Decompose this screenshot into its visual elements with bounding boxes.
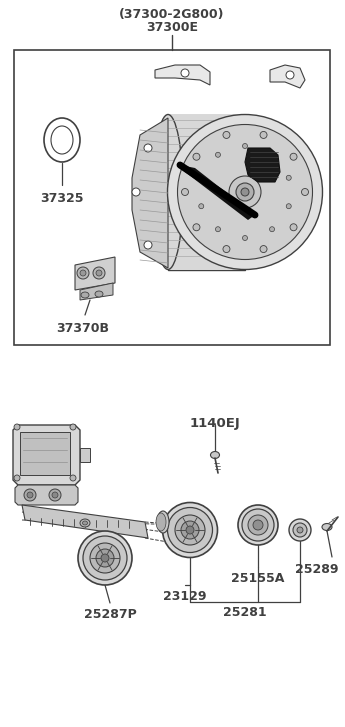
Ellipse shape xyxy=(70,424,76,430)
Polygon shape xyxy=(245,148,280,182)
Bar xyxy=(14,50,330,345)
Ellipse shape xyxy=(78,531,132,585)
Ellipse shape xyxy=(302,188,308,196)
Ellipse shape xyxy=(236,183,254,201)
Ellipse shape xyxy=(144,144,152,152)
Ellipse shape xyxy=(177,124,313,260)
Ellipse shape xyxy=(322,523,332,531)
Ellipse shape xyxy=(70,475,76,481)
Ellipse shape xyxy=(238,505,278,545)
Text: 37325: 37325 xyxy=(40,192,84,205)
Polygon shape xyxy=(80,448,90,462)
Ellipse shape xyxy=(297,527,303,533)
Polygon shape xyxy=(75,257,115,290)
Ellipse shape xyxy=(96,549,114,567)
Text: (37300-2G800): (37300-2G800) xyxy=(119,8,225,21)
Polygon shape xyxy=(20,432,70,475)
Ellipse shape xyxy=(289,519,311,541)
Ellipse shape xyxy=(253,520,263,530)
Ellipse shape xyxy=(186,526,194,534)
Text: 37300E: 37300E xyxy=(146,21,198,34)
Ellipse shape xyxy=(90,543,120,573)
Ellipse shape xyxy=(286,71,294,79)
Ellipse shape xyxy=(93,267,105,279)
Ellipse shape xyxy=(293,523,307,537)
Polygon shape xyxy=(270,65,305,88)
Ellipse shape xyxy=(286,204,291,209)
Ellipse shape xyxy=(49,489,61,501)
Ellipse shape xyxy=(290,224,297,230)
Text: 25155A: 25155A xyxy=(231,572,285,585)
Ellipse shape xyxy=(243,143,247,148)
Ellipse shape xyxy=(248,515,268,535)
Ellipse shape xyxy=(96,270,102,276)
Ellipse shape xyxy=(193,153,200,160)
Ellipse shape xyxy=(175,515,205,545)
Ellipse shape xyxy=(243,236,247,241)
Ellipse shape xyxy=(210,451,219,459)
Ellipse shape xyxy=(83,536,127,580)
Ellipse shape xyxy=(223,246,230,252)
Ellipse shape xyxy=(181,188,188,196)
Ellipse shape xyxy=(144,241,152,249)
Ellipse shape xyxy=(242,509,274,541)
Text: 37370B: 37370B xyxy=(57,322,109,335)
Polygon shape xyxy=(22,505,148,538)
Ellipse shape xyxy=(193,224,200,230)
Ellipse shape xyxy=(168,114,323,270)
Ellipse shape xyxy=(269,227,275,232)
Polygon shape xyxy=(155,65,210,85)
Ellipse shape xyxy=(80,270,86,276)
Ellipse shape xyxy=(51,126,73,154)
Polygon shape xyxy=(132,118,168,268)
Ellipse shape xyxy=(223,132,230,138)
Ellipse shape xyxy=(82,521,88,525)
Ellipse shape xyxy=(44,118,80,162)
Ellipse shape xyxy=(216,152,220,157)
Ellipse shape xyxy=(269,152,275,157)
Ellipse shape xyxy=(52,492,58,498)
Ellipse shape xyxy=(241,188,249,196)
Ellipse shape xyxy=(132,188,140,196)
Ellipse shape xyxy=(157,511,169,533)
Ellipse shape xyxy=(290,153,297,160)
Ellipse shape xyxy=(162,502,217,558)
Ellipse shape xyxy=(229,176,261,208)
Ellipse shape xyxy=(14,475,20,481)
Ellipse shape xyxy=(77,267,89,279)
Polygon shape xyxy=(168,115,245,270)
Ellipse shape xyxy=(81,292,89,298)
Ellipse shape xyxy=(216,227,220,232)
Ellipse shape xyxy=(95,291,103,297)
Text: 25281: 25281 xyxy=(223,606,267,619)
Text: 1140EJ: 1140EJ xyxy=(190,417,240,430)
Polygon shape xyxy=(15,485,78,505)
Ellipse shape xyxy=(168,507,213,553)
Text: 25287P: 25287P xyxy=(83,608,136,621)
Ellipse shape xyxy=(260,246,267,252)
Ellipse shape xyxy=(27,492,33,498)
Polygon shape xyxy=(80,283,113,300)
Ellipse shape xyxy=(181,69,189,77)
Polygon shape xyxy=(180,165,255,220)
Ellipse shape xyxy=(199,175,204,180)
Ellipse shape xyxy=(80,519,90,527)
Ellipse shape xyxy=(286,175,291,180)
Text: 25289: 25289 xyxy=(295,563,338,576)
Ellipse shape xyxy=(156,513,166,531)
Text: 23129: 23129 xyxy=(163,590,207,603)
Ellipse shape xyxy=(24,489,36,501)
Ellipse shape xyxy=(181,521,199,539)
Ellipse shape xyxy=(101,554,109,562)
Polygon shape xyxy=(13,425,80,485)
Ellipse shape xyxy=(14,424,20,430)
Ellipse shape xyxy=(260,132,267,138)
Ellipse shape xyxy=(153,114,183,270)
Ellipse shape xyxy=(199,204,204,209)
